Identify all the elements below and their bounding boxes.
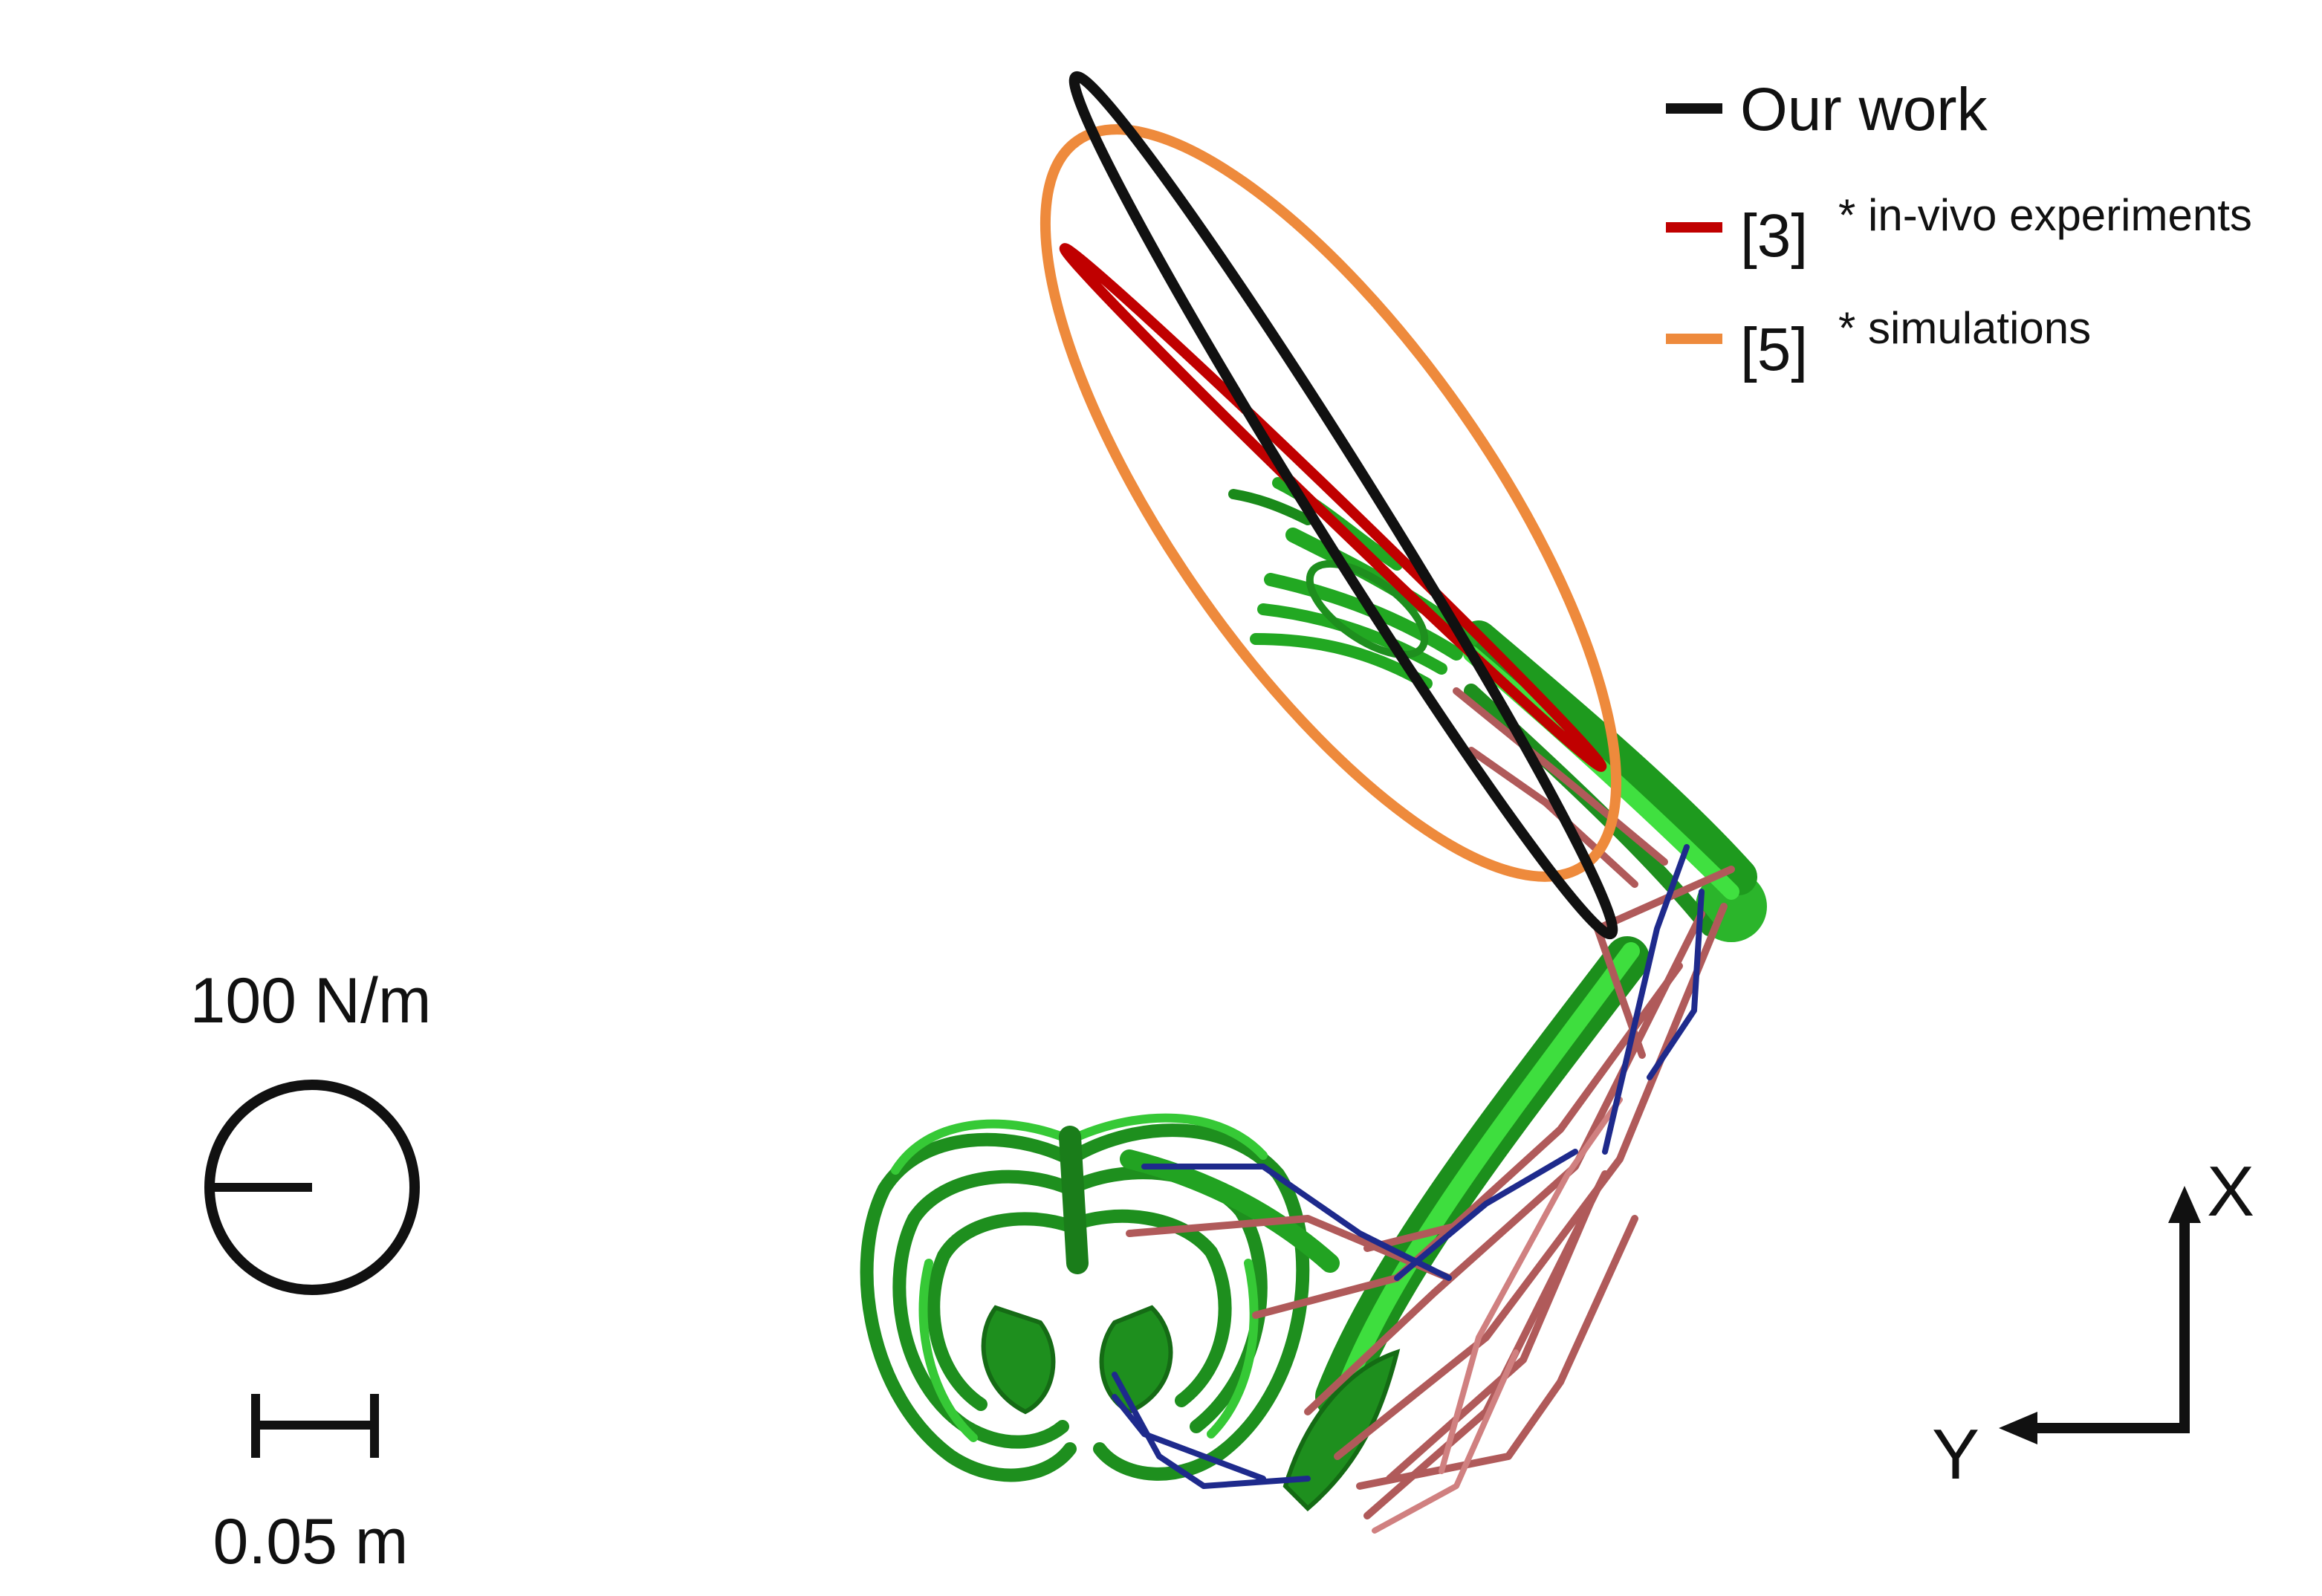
stiffness-scale-label: 100 N/m xyxy=(189,965,431,1037)
y-axis-arrowhead xyxy=(1999,1412,2037,1444)
stiffness-ellipses xyxy=(1040,71,1622,940)
stiffness-scale: 100 N/m xyxy=(189,965,432,1295)
arm-skeleton-model xyxy=(860,477,1767,1534)
legend-label-simulations: * simulations xyxy=(1838,303,2091,353)
stiffness-scale-circle xyxy=(204,1080,420,1295)
ellipse-our-work xyxy=(1068,71,1618,940)
legend: Our work [3] * in-vivo experiments [5] *… xyxy=(1666,76,2252,383)
length-scale-label: 0.05 m xyxy=(213,1506,409,1577)
ellipse-in-vivo-experiments xyxy=(1059,243,1607,772)
legend-ref-simulations: [5] xyxy=(1740,316,1808,383)
legend-item-in-vivo: [3] * in-vivo experiments xyxy=(1666,190,2252,270)
length-scale xyxy=(251,1394,379,1458)
legend-label-our-work: Our work xyxy=(1740,76,1988,143)
humerus xyxy=(1282,936,1650,1512)
muscle-paths xyxy=(1112,687,1735,1534)
legend-label-in-vivo: * in-vivo experiments xyxy=(1838,190,2252,240)
legend-ref-in-vivo: [3] xyxy=(1740,202,1808,270)
y-axis-label: Y xyxy=(1932,1415,1979,1494)
x-axis-arrowhead xyxy=(2168,1186,2201,1223)
rib-cage xyxy=(860,1113,1340,1482)
x-axis-label: X xyxy=(2207,1152,2254,1231)
coordinate-axes: X Y xyxy=(1932,1152,2254,1494)
legend-item-simulations: [5] * simulations xyxy=(1666,303,2091,383)
legend-item-our-work: Our work xyxy=(1666,76,1988,143)
